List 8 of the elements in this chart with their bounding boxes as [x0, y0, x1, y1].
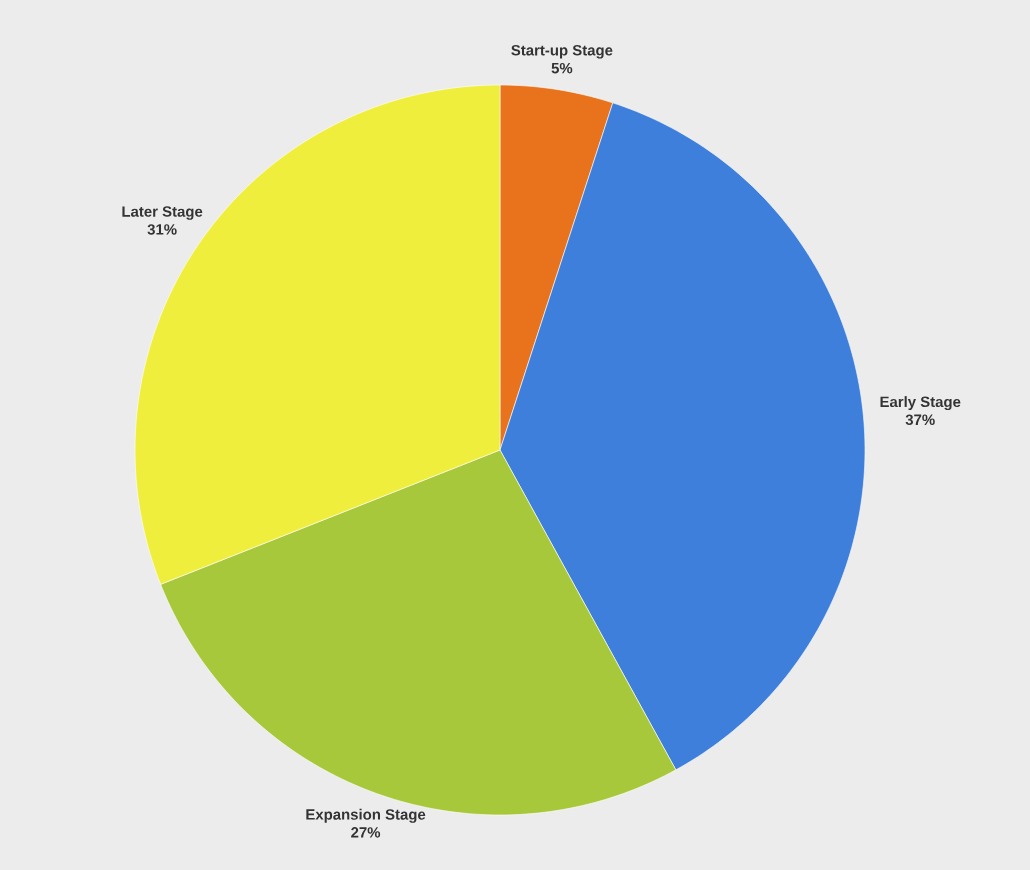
data-label: 31% [147, 224, 177, 235]
data-label: 5% [551, 62, 573, 74]
slice-label: Start-up Stage [511, 44, 613, 59]
slice-label: Expansion Stage [306, 808, 426, 823]
data-label: 27% [351, 827, 381, 838]
slice-label: Early Stage [880, 396, 961, 411]
slice-label: Later Stage [122, 206, 203, 220]
data-label: 37% [905, 414, 935, 426]
